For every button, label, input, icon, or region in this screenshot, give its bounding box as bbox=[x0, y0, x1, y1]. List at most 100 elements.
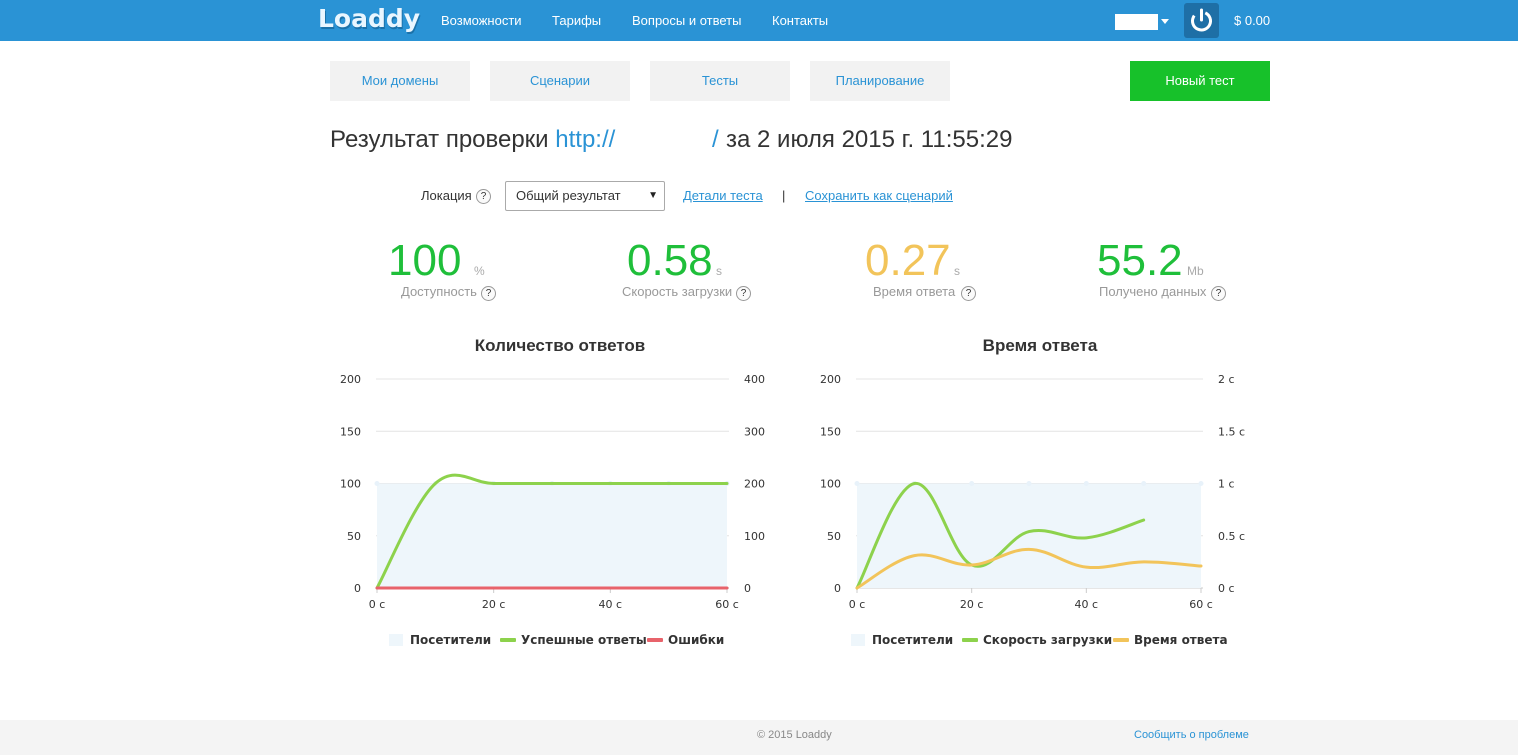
legend-swatch bbox=[389, 634, 403, 646]
metric-label: Время ответа bbox=[873, 284, 956, 299]
title-url[interactable]: http:// bbox=[555, 126, 616, 153]
metric-label: Получено данных bbox=[1099, 284, 1207, 299]
y-right-tick-label: 2 с bbox=[1218, 373, 1235, 386]
metric-label: Доступность bbox=[401, 284, 477, 299]
test-details-link[interactable]: Детали теста bbox=[683, 188, 763, 203]
title-date: за 2 июля 2015 г. 11:55:29 bbox=[726, 126, 1013, 153]
metric-unit: s bbox=[716, 264, 722, 278]
legend-swatch bbox=[500, 638, 516, 642]
logout-button[interactable] bbox=[1184, 3, 1219, 38]
data-point bbox=[969, 481, 975, 486]
legend-label: Время ответа bbox=[1134, 633, 1228, 647]
save-scenario-link[interactable]: Сохранить как сценарий bbox=[805, 188, 953, 203]
tab-planning[interactable]: Планирование bbox=[810, 61, 950, 101]
legend-swatch bbox=[1113, 638, 1129, 642]
dropdown-arrow-icon: ▼ bbox=[648, 190, 658, 201]
legend-swatch bbox=[851, 634, 865, 646]
metric-unit: s bbox=[954, 264, 960, 278]
user-menu[interactable] bbox=[1115, 14, 1158, 30]
data-point bbox=[854, 481, 860, 486]
legend-label: Успешные ответы bbox=[521, 633, 647, 647]
location-select[interactable]: Общий результат ▼ bbox=[505, 181, 665, 211]
metric-value: 55.2 bbox=[1097, 236, 1183, 285]
x-tick-label: 20 с bbox=[482, 598, 506, 611]
y-left-tick-label: 50 bbox=[827, 530, 841, 543]
legend-label: Скорость загрузки bbox=[983, 633, 1112, 647]
title-url-slash[interactable]: / bbox=[712, 126, 719, 153]
nav-faq[interactable]: Вопросы и ответы bbox=[632, 13, 742, 28]
series-area-visitors bbox=[857, 483, 1201, 588]
legend-swatch bbox=[647, 638, 663, 642]
y-right-tick-label: 400 bbox=[744, 373, 765, 386]
balance[interactable]: $ 0.00 bbox=[1234, 13, 1271, 28]
new-test-button[interactable]: Новый тест bbox=[1130, 61, 1270, 101]
chart-title-response-time: Время ответа bbox=[982, 336, 1098, 355]
y-right-tick-label: 200 bbox=[744, 478, 765, 491]
power-icon bbox=[1191, 8, 1212, 32]
metric-value: 0.58 bbox=[627, 236, 713, 285]
y-right-tick-label: 0 bbox=[744, 582, 751, 595]
nav-pricing[interactable]: Тарифы bbox=[552, 13, 602, 28]
help-icon[interactable]: ? bbox=[961, 286, 976, 301]
y-left-tick-label: 100 bbox=[340, 478, 361, 491]
metric-unit: Mb bbox=[1187, 264, 1204, 278]
y-left-tick-label: 50 bbox=[347, 530, 361, 543]
chevron-down-icon[interactable] bbox=[1161, 19, 1169, 24]
x-tick-label: 60 с bbox=[715, 598, 739, 611]
data-point bbox=[1083, 481, 1089, 486]
metric-label: Скорость загрузки bbox=[622, 284, 733, 299]
help-icon[interactable]: ? bbox=[1211, 286, 1226, 301]
tab-my-domains[interactable]: Мои домены bbox=[330, 61, 470, 101]
help-icon[interactable]: ? bbox=[481, 286, 496, 301]
metric-unit: % bbox=[474, 264, 485, 278]
top-navbar: Loaddy Возможности Тарифы Вопросы и отве… bbox=[0, 0, 1518, 41]
x-tick-label: 0 с bbox=[849, 598, 866, 611]
tab-scenarios[interactable]: Сценарии bbox=[490, 61, 630, 101]
y-left-tick-label: 150 bbox=[340, 425, 361, 438]
x-tick-label: 40 с bbox=[1075, 598, 1099, 611]
series-line bbox=[855, 547, 1203, 590]
y-right-tick-label: 1 с bbox=[1218, 478, 1235, 491]
data-point bbox=[1141, 481, 1147, 486]
title-prefix: Результат проверки bbox=[330, 126, 549, 153]
report-problem-link[interactable]: Сообщить о проблеме bbox=[1134, 729, 1249, 741]
help-icon[interactable]: ? bbox=[476, 189, 491, 204]
metric-value: 100 bbox=[388, 236, 462, 285]
x-tick-label: 0 с bbox=[369, 598, 386, 611]
y-right-tick-label: 300 bbox=[744, 425, 765, 438]
y-right-tick-label: 100 bbox=[744, 530, 765, 543]
legend-label: Ошибки bbox=[668, 633, 724, 647]
copyright: © 2015 Loaddy bbox=[757, 729, 832, 741]
y-right-tick-label: 0 с bbox=[1218, 582, 1235, 595]
help-icon[interactable]: ? bbox=[736, 286, 751, 301]
y-left-tick-label: 100 bbox=[820, 478, 841, 491]
page-title: Результат проверки http:// / за 2 июля 2… bbox=[330, 126, 1012, 154]
y-right-tick-label: 0.5 с bbox=[1218, 530, 1245, 543]
logo[interactable]: Loaddy bbox=[318, 4, 421, 33]
x-tick-label: 60 с bbox=[1189, 598, 1213, 611]
footer bbox=[0, 720, 1518, 755]
series-line bbox=[855, 481, 1146, 590]
data-point bbox=[374, 481, 380, 486]
x-tick-label: 40 с bbox=[599, 598, 623, 611]
legend-label: Посетители bbox=[872, 633, 953, 647]
x-tick-label: 20 с bbox=[960, 598, 984, 611]
metric-value: 0.27 bbox=[865, 236, 951, 285]
location-selected: Общий результат bbox=[516, 188, 621, 203]
y-left-tick-label: 0 bbox=[834, 582, 841, 595]
nav-contacts[interactable]: Контакты bbox=[772, 13, 829, 28]
data-point bbox=[1026, 481, 1032, 486]
series-area-visitors bbox=[377, 483, 727, 588]
link-separator: | bbox=[782, 188, 786, 203]
legend-label: Посетители bbox=[410, 633, 491, 647]
y-right-tick-label: 1.5 с bbox=[1218, 425, 1245, 438]
legend-swatch bbox=[962, 638, 978, 642]
tab-tests[interactable]: Тесты bbox=[650, 61, 790, 101]
data-point bbox=[1198, 481, 1204, 486]
chart-title-responses: Количество ответов bbox=[474, 336, 646, 355]
y-left-tick-label: 0 bbox=[354, 582, 361, 595]
series-line bbox=[375, 473, 729, 590]
nav-features[interactable]: Возможности bbox=[441, 13, 522, 28]
